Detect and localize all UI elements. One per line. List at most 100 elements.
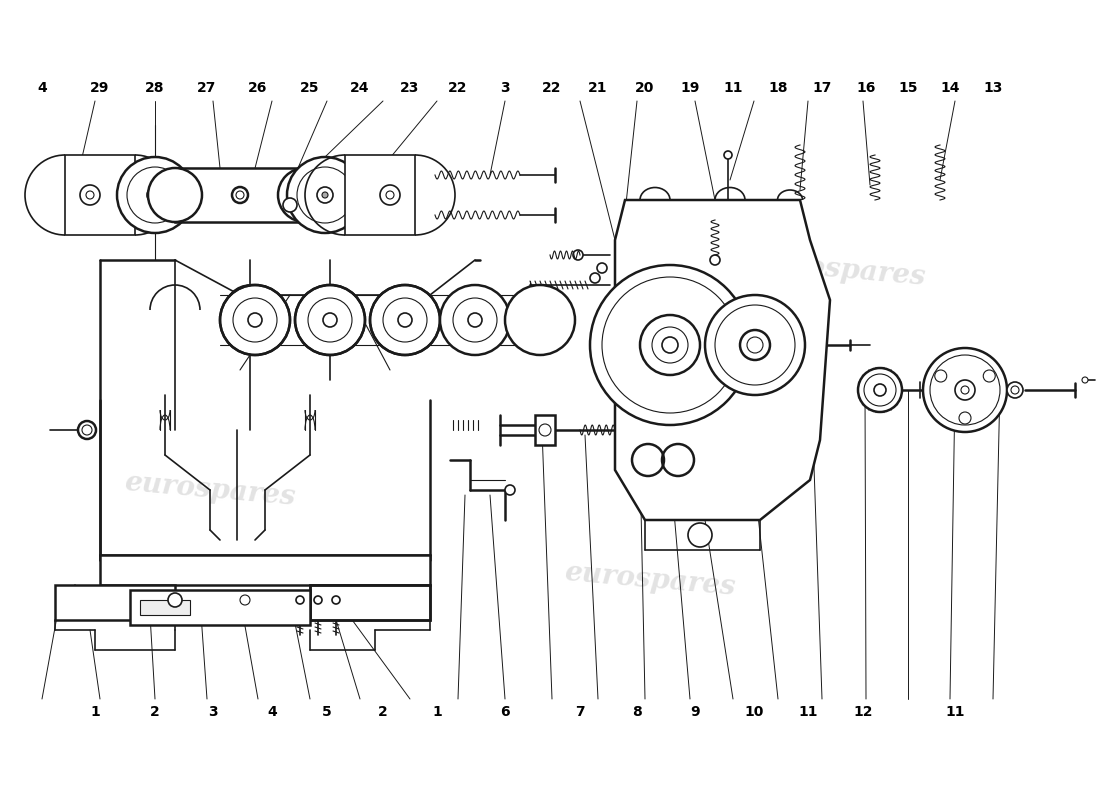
Circle shape — [86, 191, 94, 199]
Circle shape — [78, 421, 96, 439]
Circle shape — [332, 596, 340, 604]
Circle shape — [747, 337, 763, 353]
Text: eurospares: eurospares — [563, 559, 737, 601]
Circle shape — [688, 523, 712, 547]
Circle shape — [959, 412, 971, 424]
Circle shape — [152, 192, 158, 198]
Circle shape — [505, 285, 575, 355]
Circle shape — [317, 187, 333, 203]
Circle shape — [935, 370, 947, 382]
Text: 1: 1 — [432, 705, 442, 719]
Text: 9: 9 — [690, 705, 700, 719]
Circle shape — [126, 167, 183, 223]
Circle shape — [240, 595, 250, 605]
Bar — [130, 590, 310, 625]
Circle shape — [283, 198, 297, 212]
Text: 4: 4 — [267, 705, 277, 719]
Circle shape — [640, 315, 700, 375]
Circle shape — [117, 157, 192, 233]
Text: 22: 22 — [449, 81, 468, 95]
Text: 11: 11 — [945, 705, 965, 719]
Circle shape — [1011, 386, 1019, 394]
Circle shape — [314, 596, 322, 604]
Circle shape — [1006, 382, 1023, 398]
Text: 15: 15 — [899, 81, 917, 95]
Text: 24: 24 — [350, 81, 370, 95]
Circle shape — [468, 313, 482, 327]
Circle shape — [505, 485, 515, 495]
Circle shape — [278, 168, 332, 222]
Circle shape — [705, 295, 805, 395]
Circle shape — [297, 167, 353, 223]
Circle shape — [370, 285, 440, 355]
Text: 22: 22 — [542, 81, 562, 95]
Text: 28: 28 — [145, 81, 165, 95]
Circle shape — [1082, 377, 1088, 383]
Circle shape — [602, 277, 738, 413]
Text: 13: 13 — [983, 81, 1003, 95]
Text: eurospares: eurospares — [754, 249, 926, 291]
Text: 23: 23 — [400, 81, 420, 95]
Circle shape — [168, 593, 182, 607]
Circle shape — [82, 425, 92, 435]
Text: 5: 5 — [322, 705, 332, 719]
Text: 6: 6 — [500, 705, 509, 719]
Circle shape — [597, 263, 607, 273]
Text: 12: 12 — [854, 705, 872, 719]
Text: 7: 7 — [575, 705, 585, 719]
Circle shape — [864, 374, 896, 406]
Circle shape — [590, 265, 750, 425]
Bar — [310, 585, 430, 620]
Circle shape — [710, 255, 720, 265]
Text: 16: 16 — [856, 81, 876, 95]
Text: 21: 21 — [588, 81, 607, 95]
Circle shape — [233, 298, 277, 342]
Circle shape — [308, 298, 352, 342]
Bar — [535, 415, 556, 445]
Circle shape — [724, 151, 732, 159]
Text: 10: 10 — [745, 705, 763, 719]
Polygon shape — [615, 200, 830, 520]
Circle shape — [955, 380, 975, 400]
Text: 2: 2 — [378, 705, 388, 719]
Text: 1: 1 — [90, 705, 100, 719]
Bar — [310, 585, 430, 620]
Bar — [175, 168, 305, 222]
Circle shape — [858, 368, 902, 412]
Text: 11: 11 — [799, 705, 817, 719]
Circle shape — [715, 305, 795, 385]
Circle shape — [323, 313, 337, 327]
Circle shape — [220, 285, 290, 355]
Circle shape — [322, 192, 328, 198]
Polygon shape — [65, 155, 135, 235]
Circle shape — [147, 187, 163, 203]
Circle shape — [287, 157, 363, 233]
Circle shape — [652, 327, 688, 363]
Text: 8: 8 — [632, 705, 642, 719]
Circle shape — [236, 191, 244, 199]
Circle shape — [930, 355, 1000, 425]
Circle shape — [662, 337, 678, 353]
Polygon shape — [345, 155, 415, 235]
Circle shape — [573, 250, 583, 260]
Circle shape — [590, 273, 600, 283]
Text: 2: 2 — [150, 705, 160, 719]
Circle shape — [295, 285, 365, 355]
Text: 17: 17 — [812, 81, 832, 95]
Circle shape — [740, 330, 770, 360]
Text: 11: 11 — [724, 81, 743, 95]
Circle shape — [983, 370, 996, 382]
Text: 4: 4 — [37, 81, 47, 95]
Text: 26: 26 — [249, 81, 267, 95]
Text: 27: 27 — [197, 81, 217, 95]
Bar — [140, 600, 190, 615]
Circle shape — [453, 298, 497, 342]
Text: 25: 25 — [300, 81, 320, 95]
Text: 20: 20 — [636, 81, 654, 95]
Circle shape — [398, 313, 412, 327]
Text: eurospares: eurospares — [123, 469, 297, 511]
Text: 29: 29 — [90, 81, 110, 95]
Circle shape — [232, 187, 248, 203]
Circle shape — [379, 185, 400, 205]
Circle shape — [961, 386, 969, 394]
